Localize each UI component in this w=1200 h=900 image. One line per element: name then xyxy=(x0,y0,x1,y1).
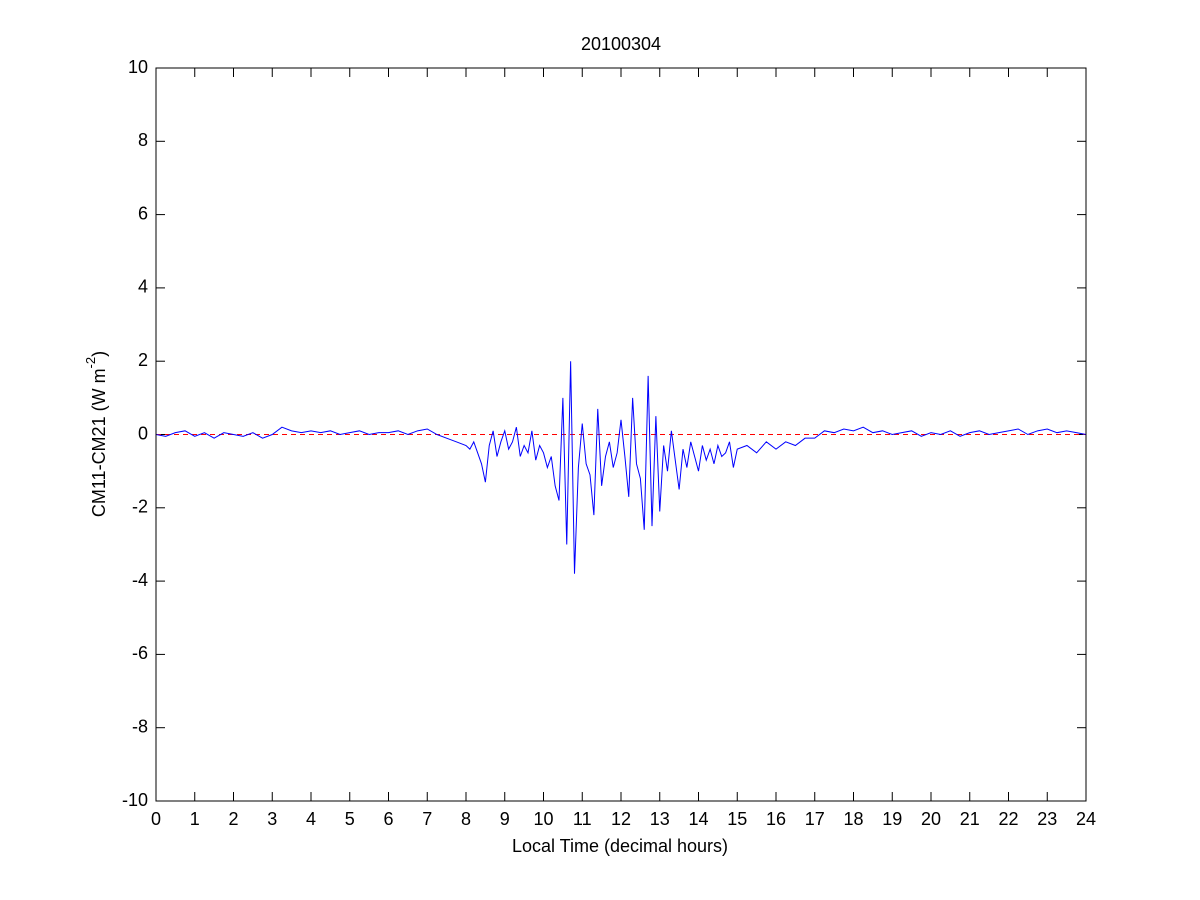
x-tick-label: 19 xyxy=(882,809,902,829)
x-tick-label: 18 xyxy=(843,809,863,829)
x-tick-label: 11 xyxy=(573,809,592,829)
x-tick-label: 9 xyxy=(500,809,510,829)
y-tick-label: -6 xyxy=(132,643,148,663)
y-axis-label-superscript: -2 xyxy=(83,357,98,369)
y-tick-label: 0 xyxy=(138,423,148,443)
x-tick-label: 4 xyxy=(306,809,316,829)
x-tick-label: 6 xyxy=(383,809,393,829)
y-tick-label: -8 xyxy=(132,716,148,736)
y-tick-label: 8 xyxy=(138,130,148,150)
plot-frame xyxy=(155,67,1087,802)
y-tick-label: 4 xyxy=(138,277,148,297)
y-axis-label-part: CM11-CM21 (W m xyxy=(89,368,109,517)
x-tick-label: 17 xyxy=(805,809,825,829)
y-tick-label: 2 xyxy=(138,350,148,370)
x-tick-label: 15 xyxy=(727,809,747,829)
x-tick-label: 1 xyxy=(190,809,200,829)
x-tick-label: 21 xyxy=(960,809,980,829)
x-tick-label: 0 xyxy=(151,809,161,829)
x-tick-label: 24 xyxy=(1076,809,1096,829)
x-tick-label: 13 xyxy=(650,809,670,829)
x-tick-label: 5 xyxy=(345,809,355,829)
x-tick-label: 3 xyxy=(267,809,277,829)
x-tick-label: 8 xyxy=(461,809,471,829)
x-tick-label: 10 xyxy=(533,809,553,829)
x-tick-label: 2 xyxy=(228,809,238,829)
y-tick-label: -10 xyxy=(122,790,148,810)
x-tick-label: 7 xyxy=(422,809,432,829)
y-tick-label: -2 xyxy=(132,497,148,517)
x-tick-label: 20 xyxy=(921,809,941,829)
x-tick-label: 16 xyxy=(766,809,786,829)
y-tick-label: 6 xyxy=(138,203,148,223)
y-tick-label: 10 xyxy=(128,57,148,77)
x-tick-label: 12 xyxy=(611,809,631,829)
data-line xyxy=(155,361,1087,574)
y-axis-label: CM11-CM21 (W m-2) xyxy=(83,351,108,517)
y-tick-label: -4 xyxy=(132,570,148,590)
chart-title: 20100304 xyxy=(581,34,661,54)
y-axis-label-part: ) xyxy=(89,351,109,357)
x-tick-label: 22 xyxy=(998,809,1018,829)
x-tick-label: 14 xyxy=(688,809,708,829)
x-axis-label: Local Time (decimal hours) xyxy=(512,836,728,856)
x-tick-label: 23 xyxy=(1037,809,1057,829)
